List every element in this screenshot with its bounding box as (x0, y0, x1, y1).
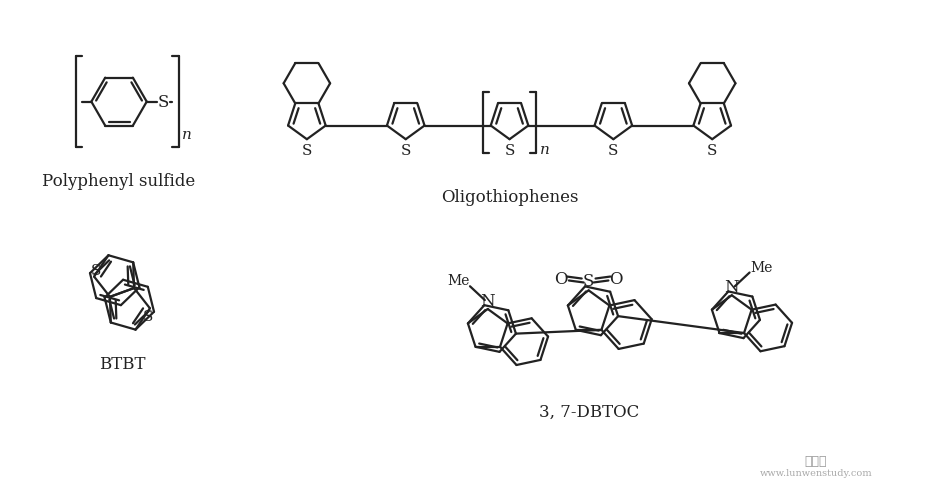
Text: S: S (505, 144, 515, 158)
Text: Polyphenyl sulfide: Polyphenyl sulfide (42, 173, 196, 190)
Text: Me: Me (446, 274, 469, 288)
Text: www.lunwenstudy.com: www.lunwenstudy.com (760, 468, 872, 477)
Text: N: N (480, 292, 495, 309)
Text: Oligothiophenes: Oligothiophenes (441, 189, 578, 205)
Text: n: n (540, 143, 550, 157)
Text: n: n (182, 128, 192, 142)
Text: S: S (608, 144, 619, 158)
Text: S: S (583, 272, 594, 289)
Text: 3, 7-DBTOC: 3, 7-DBTOC (539, 403, 639, 420)
Text: S: S (400, 144, 411, 158)
Text: S: S (707, 144, 717, 158)
Text: S: S (91, 263, 102, 277)
Text: N: N (725, 278, 739, 295)
Text: BTBT: BTBT (99, 355, 146, 372)
Text: S: S (158, 94, 169, 111)
Text: Me: Me (750, 260, 773, 274)
Text: 学术堂: 学术堂 (805, 454, 827, 467)
Text: S: S (302, 144, 312, 158)
Text: S: S (143, 309, 153, 324)
Text: O: O (609, 270, 623, 287)
Text: O: O (555, 270, 568, 287)
